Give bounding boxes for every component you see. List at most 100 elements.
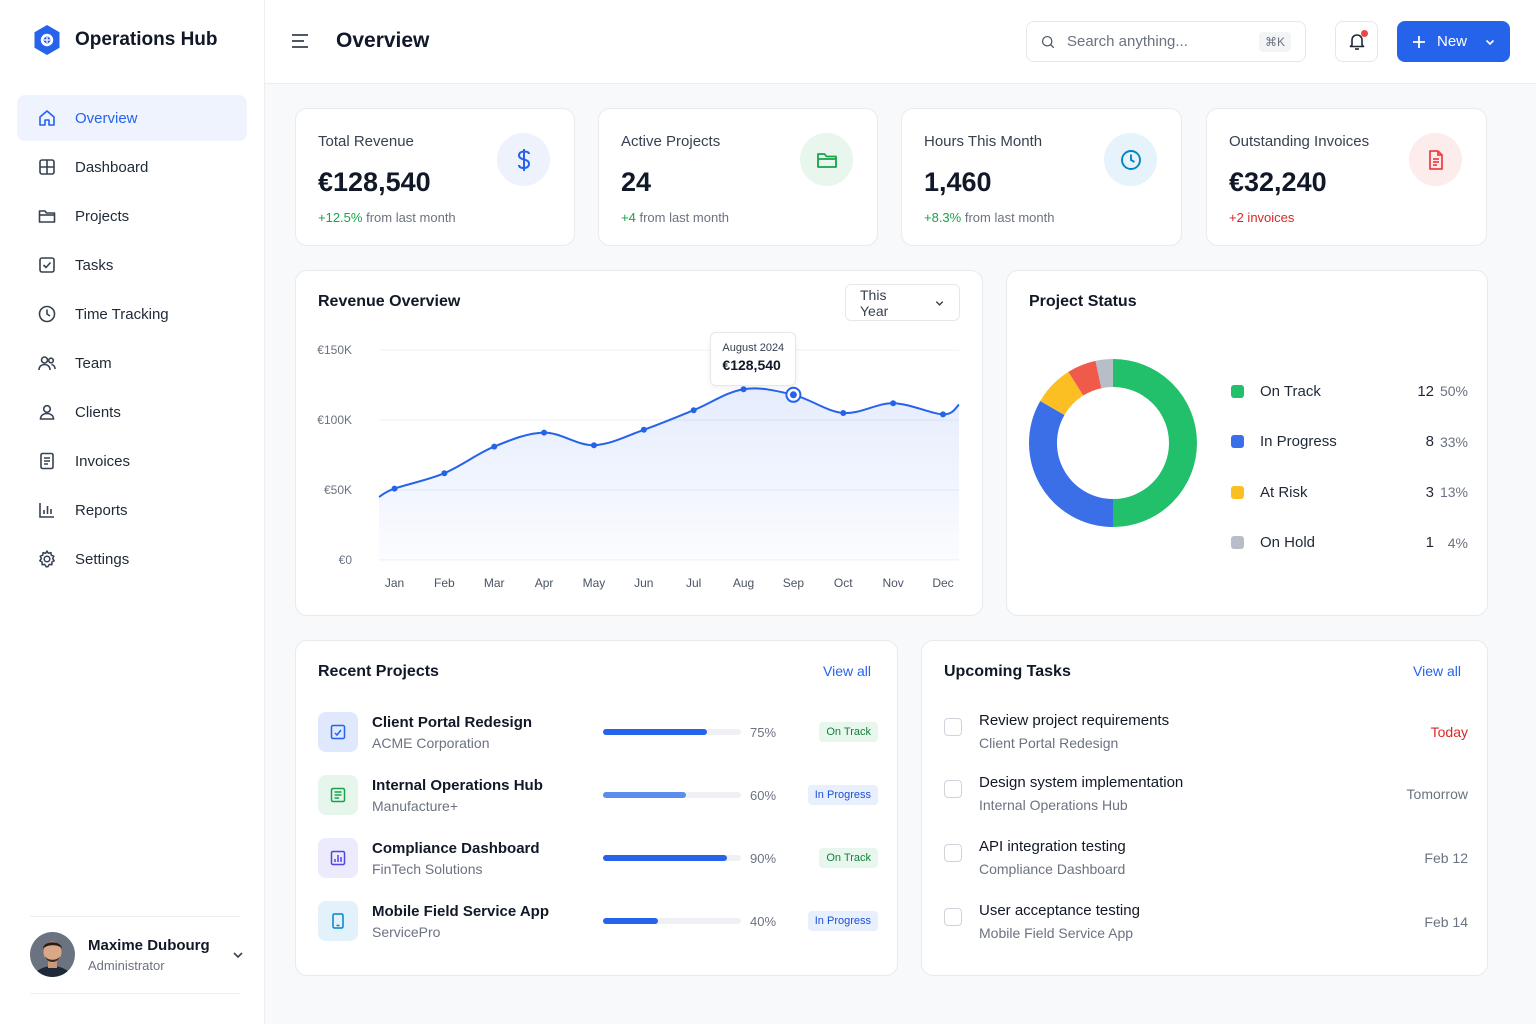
sidebar-item-dashboard[interactable]: Dashboard [17,144,247,190]
search-box[interactable]: ⌘K [1026,21,1306,62]
view-all-tasks-link[interactable]: View all [1413,663,1461,679]
project-client: FinTech Solutions [372,860,483,877]
sidebar-item-reports[interactable]: Reports [17,487,247,533]
legend-label: On Hold [1260,534,1316,552]
project-status-card: Project Status On Track 12 50% In Progre… [1006,270,1488,616]
stat-card-projects[interactable]: Active Projects 24 +4 from last month [598,108,878,246]
folder-icon [38,210,56,223]
sidebar: Operations Hub Overview Dashboard Projec… [0,0,265,1024]
task-checkbox[interactable] [944,844,962,862]
stat-change-text: from last month [964,210,1055,225]
sidebar-item-label: Projects [75,207,130,225]
project-client: ServicePro [372,923,441,940]
stat-card-revenue[interactable]: Total Revenue €128,540 +12.5% from last … [295,108,575,246]
sidebar-item-label: Dashboard [75,158,149,176]
sidebar-item-projects[interactable]: Projects [17,193,247,239]
x-tick-label: Dec [932,576,953,590]
revenue-title: Revenue Overview [318,293,461,310]
dashboard-icon [39,159,55,175]
project-row[interactable]: Mobile Field Service App ServicePro 40% … [318,899,878,943]
task-project: Internal Operations Hub [979,797,1128,813]
period-select[interactable]: This Year [845,284,960,321]
stat-change: +8.3% from last month [924,210,1054,225]
upcoming-tasks-title: Upcoming Tasks [944,663,1071,680]
stat-card-hours[interactable]: Hours This Month 1,460 +8.3% from last m… [901,108,1182,246]
chevron-down-icon[interactable] [231,948,245,962]
sidebar-item-time-tracking[interactable]: Time Tracking [17,291,247,337]
user-profile[interactable]: Maxime Dubourg Administrator [30,932,245,977]
sidebar-item-invoices[interactable]: Invoices [17,438,247,484]
legend-count: 12 [1417,382,1434,400]
task-checkbox[interactable] [944,718,962,736]
sidebar-item-tasks[interactable]: Tasks [17,242,247,288]
invoice-icon [40,452,54,470]
project-row[interactable]: Client Portal Redesign ACME Corporation … [318,710,878,754]
status-badge: In Progress [807,911,878,931]
sidebar-item-overview[interactable]: Overview [17,95,247,141]
task-checkbox[interactable] [944,908,962,926]
stat-change-value: +2 invoices [1229,210,1295,225]
project-icon [318,775,358,815]
task-checkbox[interactable] [944,780,962,798]
legend-count: 8 [1425,433,1434,451]
legend-percent: 50% [1439,383,1468,400]
task-row: Design system implementation Internal Op… [944,774,1468,818]
menu-icon[interactable] [290,31,310,51]
chevron-down-icon [935,300,944,306]
progress-fill [603,729,707,735]
plus-icon [1413,35,1425,48]
sidebar-item-team[interactable]: Team [17,340,247,386]
stat-change-value: +4 [621,210,636,225]
new-button[interactable]: New [1397,21,1510,62]
project-row[interactable]: Internal Operations Hub Manufacture+ 60%… [318,773,878,817]
progress-fill [603,855,728,861]
stat-change-text: from last month [639,210,730,225]
stat-card-invoices[interactable]: Outstanding Invoices €32,240 +2 invoices [1206,108,1487,246]
sidebar-item-label: Team [75,354,112,372]
legend-item-in-progress: In Progress 8 33% [1231,417,1468,468]
task-project: Compliance Dashboard [979,861,1126,877]
brand[interactable]: Operations Hub [33,24,218,56]
sidebar-item-label: Settings [75,550,130,568]
project-status-title: Project Status [1029,293,1137,310]
app-logo-icon [34,25,60,55]
data-point [441,470,448,477]
recent-projects-title: Recent Projects [318,663,439,680]
legend-swatch [1231,485,1244,499]
stat-label: Total Revenue [318,133,414,150]
legend-percent: 4% [1447,534,1468,551]
x-tick-label: Nov [882,576,903,590]
stat-value: €128,540 [318,167,431,197]
top-header: Overview ⌘K New [265,0,1536,84]
stat-change-value: +8.3% [924,210,962,225]
clock-icon [38,305,56,323]
stat-value: 1,460 [924,167,992,197]
user-icon [39,404,55,420]
sidebar-item-label: Reports [75,501,128,519]
notifications-button[interactable] [1335,21,1378,62]
status-badge: On Track [819,848,878,868]
upcoming-tasks-card: Upcoming Tasks View all Review project r… [921,640,1488,976]
highlight-point-core [789,391,797,399]
task-title: API integration testing [979,838,1126,855]
task-title: Review project requirements [979,712,1170,729]
legend-count: 1 [1425,534,1434,552]
period-label: This Year [860,286,889,319]
project-row[interactable]: Compliance Dashboard FinTech Solutions 9… [318,836,878,880]
donut-segment-on-hold [1095,359,1114,389]
chart-tooltip: August 2024 €128,540 [710,331,797,386]
sidebar-item-clients[interactable]: Clients [17,389,247,435]
sidebar-item-settings[interactable]: Settings [17,536,247,582]
task-due-date: Today [1430,724,1468,740]
project-name: Mobile Field Service App [372,902,549,920]
data-point [391,485,398,492]
x-tick-label: Feb [434,576,455,590]
y-tick-label: €150K [317,343,352,357]
view-all-projects-link[interactable]: View all [823,663,871,679]
legend-swatch [1231,384,1244,398]
stat-value: €32,240 [1229,167,1327,197]
search-input[interactable] [1066,33,1247,50]
donut-segment-at-risk [1040,371,1084,416]
revenue-chart: €0 €50K €100K €150K Jan Feb Mar Apr May Jun Jul Aug… [317,343,960,590]
divider [30,993,240,994]
